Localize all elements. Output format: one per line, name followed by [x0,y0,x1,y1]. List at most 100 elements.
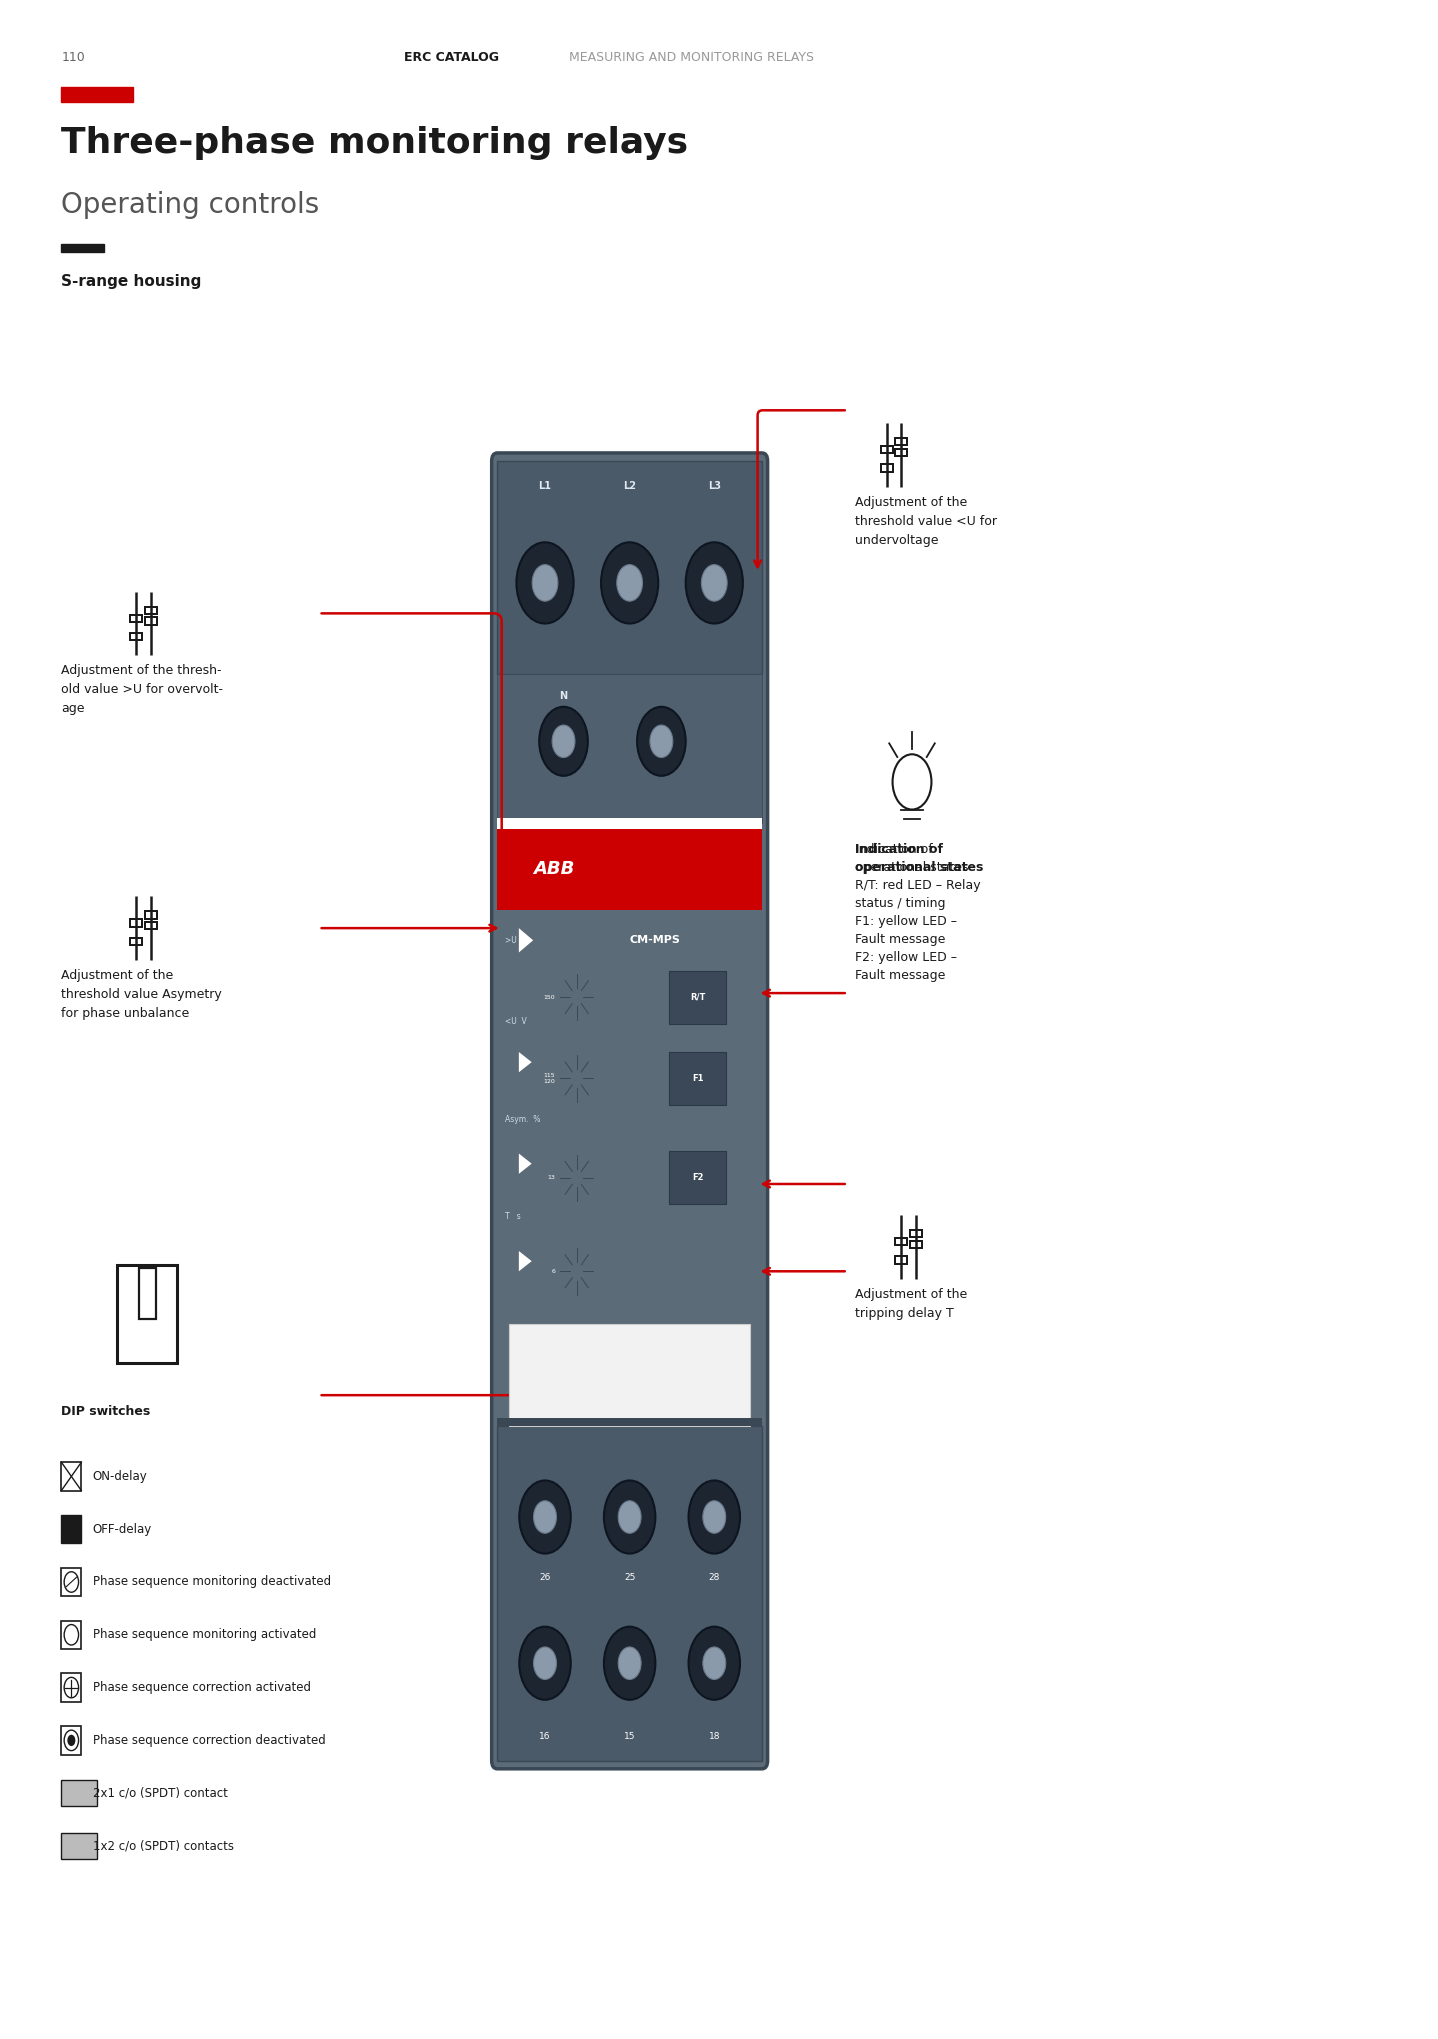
Text: OFF-delay: OFF-delay [93,1523,152,1535]
Text: F2: F2 [692,1172,703,1183]
Text: ERC CATALOG: ERC CATALOG [404,51,499,63]
Text: S-range housing: S-range housing [62,273,201,290]
Circle shape [558,971,595,1024]
Bar [880,465,893,471]
Text: Phase sequence monitoring activated: Phase sequence monitoring activated [93,1629,316,1641]
Bar [910,1230,922,1238]
Bar [498,461,762,675]
Text: Adjustment of the
tripping delay T: Adjustment of the tripping delay T [854,1287,968,1319]
Text: Three-phase monitoring relays: Three-phase monitoring relays [62,126,689,159]
Text: Asym.  %: Asym. % [505,1115,539,1123]
Text: Adjustment of the
threshold value Asymetry
for phase unbalance: Adjustment of the threshold value Asymet… [62,969,221,1020]
Text: Indication of
operational states: Indication of operational states [854,842,984,875]
Bar [910,1240,922,1248]
Text: 28: 28 [709,1574,720,1582]
Bar [138,1268,155,1319]
Bar [145,608,157,614]
Circle shape [677,1052,715,1105]
Circle shape [677,971,715,1024]
Text: Operating controls: Operating controls [62,192,319,218]
Polygon shape [519,1052,532,1073]
Text: DIP switches: DIP switches [62,1405,151,1419]
Circle shape [532,565,558,602]
Circle shape [68,1735,75,1745]
Circle shape [618,1648,641,1680]
Bar [498,1425,762,1762]
Text: 26: 26 [539,1574,551,1582]
Bar [498,1417,762,1425]
Polygon shape [519,1154,532,1174]
Bar [509,1323,751,1425]
Text: Indication of
operational states
R/T: red LED – Relay
status / timing
F1: yellow: Indication of operational states R/T: re… [854,842,981,983]
Text: 115
120: 115 120 [544,1073,555,1085]
Circle shape [558,1246,595,1297]
Bar [62,1727,82,1756]
Circle shape [618,1501,641,1533]
Text: ON-delay: ON-delay [93,1470,148,1482]
Text: 13: 13 [548,1174,555,1181]
Text: Adjustment of the thresh-
old value >U for overvolt-
age: Adjustment of the thresh- old value >U f… [62,665,223,716]
Bar [145,618,157,624]
Bar [62,245,104,253]
Circle shape [539,708,588,775]
Text: Phase sequence correction activated: Phase sequence correction activated [93,1680,311,1694]
Text: Phase sequence correction deactivated: Phase sequence correction deactivated [93,1733,325,1747]
Bar [880,447,893,453]
Bar [894,1238,907,1246]
Bar [669,971,726,1024]
Text: Adjustment of the
threshold value <U for
undervoltage: Adjustment of the threshold value <U for… [854,495,997,546]
Circle shape [533,1501,557,1533]
Text: ABB: ABB [533,860,575,879]
Circle shape [533,1648,557,1680]
Circle shape [65,1625,79,1645]
Circle shape [637,708,686,775]
Circle shape [558,1052,595,1105]
Text: >U  V: >U V [505,936,526,944]
Text: 110: 110 [62,51,85,63]
Bar [669,1052,726,1105]
Circle shape [686,542,743,624]
Bar [129,632,142,640]
Text: CM-MPS: CM-MPS [630,936,680,946]
Bar [129,938,142,944]
Text: L1: L1 [538,481,552,491]
Circle shape [604,1627,656,1701]
Text: 16: 16 [539,1731,551,1741]
Circle shape [65,1572,79,1592]
Text: T   s: T s [505,1211,521,1221]
Text: N: N [559,691,568,701]
Circle shape [703,1648,726,1680]
Bar [62,1833,98,1860]
Text: 6: 6 [551,1268,555,1274]
Bar [894,1256,907,1264]
Circle shape [702,565,728,602]
Circle shape [519,1480,571,1554]
Circle shape [703,1501,726,1533]
Text: 25: 25 [624,1574,636,1582]
Bar [62,1515,82,1544]
Bar [62,1568,82,1597]
Bar [896,449,907,457]
Circle shape [617,565,643,602]
Text: 15: 15 [624,1731,636,1741]
Text: 18: 18 [709,1731,720,1741]
Circle shape [689,1627,741,1701]
Bar [116,1266,177,1362]
Bar [62,1621,82,1650]
Bar [896,438,907,445]
FancyBboxPatch shape [492,453,768,1768]
Bar [62,88,132,102]
Bar [62,1780,98,1807]
Text: 2x1 c/o (SPDT) contact: 2x1 c/o (SPDT) contact [93,1786,227,1800]
Bar [145,922,157,930]
Circle shape [604,1480,656,1554]
Bar [498,818,762,828]
Text: L2: L2 [623,481,636,491]
Text: Phase sequence monitoring deactivated: Phase sequence monitoring deactivated [93,1576,331,1588]
Text: L3: L3 [707,481,720,491]
Circle shape [516,542,574,624]
Text: 150: 150 [544,995,555,999]
Bar [62,1462,82,1491]
Circle shape [650,726,673,759]
Text: <U  V: <U V [505,1017,526,1026]
